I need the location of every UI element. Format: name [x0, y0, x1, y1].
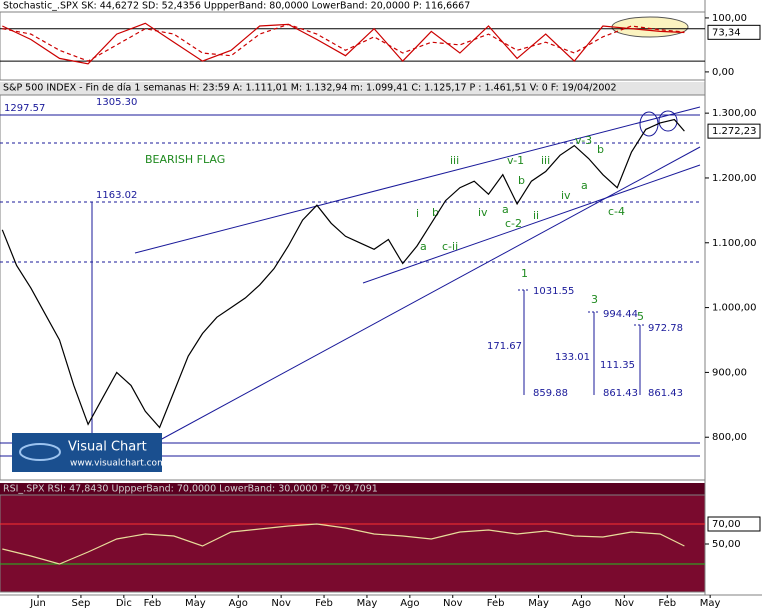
- wave-label: b: [518, 174, 525, 187]
- x-tick-label: Nov: [615, 598, 635, 609]
- x-tick-label: Feb: [315, 598, 333, 609]
- annotation: 1305.30: [96, 97, 137, 108]
- logo: Visual Chart www.visualchart.com: [12, 433, 166, 472]
- series-line: [2, 22, 685, 65]
- series-line: [2, 23, 685, 62]
- annotation: 111.35: [600, 360, 635, 371]
- rsi-panel: [0, 494, 706, 593]
- price-header: S&P 500 INDEX - Fin de día 1 semanas H: …: [3, 83, 617, 94]
- x-tick-label: Jun: [29, 598, 46, 609]
- y-tick-label: 800,00: [712, 432, 747, 443]
- annotations: 1297.57 1305.30 BEARISH FLAG 1163.02 iii…: [4, 97, 683, 399]
- annotation: 171.67: [487, 341, 522, 352]
- wave-label: 3: [591, 293, 598, 306]
- x-tick-label: Dic: [116, 598, 132, 609]
- annotation: 861.43: [603, 388, 638, 399]
- wave-label: a: [502, 203, 509, 216]
- highlight: [611, 16, 689, 38]
- wave-label: iv: [561, 189, 571, 202]
- y-tick-label: 1.100,00: [712, 238, 757, 249]
- wave-label: iii: [450, 154, 459, 167]
- x-tick-label: Ago: [229, 598, 248, 609]
- rsi-header-bar: [0, 483, 705, 495]
- rsi-header: RSI_.SPX RSI: 47,8430 UppperBand: 70,000…: [3, 484, 378, 495]
- annotation: 972.78: [648, 323, 683, 334]
- value-box: [707, 123, 761, 139]
- wave-label: b: [432, 206, 439, 219]
- x-tick-label: Feb: [658, 598, 676, 609]
- wave-label: iii: [541, 154, 550, 167]
- annotation: 1163.02: [96, 190, 137, 201]
- value-box-label: 73,34: [712, 27, 741, 38]
- wave-label: c-4: [608, 205, 625, 218]
- x-tick-label: May: [357, 598, 378, 609]
- trend-line: [134, 106, 701, 254]
- wave-label: ii: [533, 209, 539, 222]
- x-tick-label: May: [185, 598, 206, 609]
- annotation: 861.43: [648, 388, 683, 399]
- value-box: [707, 24, 761, 40]
- logo-title: Visual Chart: [68, 440, 147, 455]
- wave-label: 5: [637, 310, 644, 323]
- value-box-label: 1.272,23: [712, 126, 757, 137]
- wave-label: a: [420, 240, 427, 253]
- value-box: [707, 516, 761, 532]
- y-tick-label: 100,00: [712, 13, 747, 24]
- x-tick-label: May: [700, 598, 721, 609]
- x-tick-label: Feb: [487, 598, 505, 609]
- marker: [658, 110, 678, 132]
- y-tick-label: 900,00: [712, 367, 747, 378]
- x-tick-label: Sep: [72, 598, 91, 609]
- x-tick-label: Ago: [400, 598, 419, 609]
- logo-url: www.visualchart.com: [70, 459, 166, 469]
- y-tick-label: 50,00: [712, 539, 741, 550]
- y-tick-label: 0,00: [712, 67, 734, 78]
- wave-label: 1: [521, 267, 528, 280]
- wave-label: v-1: [507, 154, 524, 167]
- y-tick-label: 1.200,00: [712, 173, 757, 184]
- x-tick-label: Nov: [443, 598, 463, 609]
- wave-label: b: [597, 143, 604, 156]
- x-tick-label: Ago: [572, 598, 591, 609]
- logo-box: [12, 433, 162, 472]
- header-bar: [0, 82, 705, 95]
- series-line: [2, 523, 685, 565]
- y-tick-label: 1.000,00: [712, 303, 757, 314]
- annotation: 1031.55: [533, 286, 574, 297]
- y-tick-label: 1.300,00: [712, 108, 757, 119]
- trend-line: [159, 146, 701, 441]
- annotation: 994.44: [603, 309, 638, 320]
- series-line: [1, 118, 685, 429]
- stoch-panel: [0, 11, 706, 81]
- value-box-label: 70,00: [712, 519, 741, 530]
- annotation: 859.88: [533, 388, 568, 399]
- annotation: BEARISH FLAG: [145, 153, 225, 166]
- logo-icon: [19, 443, 61, 461]
- wave-label: iv: [478, 206, 488, 219]
- wave-label: i: [416, 207, 419, 220]
- x-tick-label: Nov: [271, 598, 291, 609]
- price-panel: [0, 94, 706, 481]
- annotation: 133.01: [555, 352, 590, 363]
- wave-label: a: [581, 179, 588, 192]
- trend-line: [362, 164, 701, 284]
- wave-label: c-ii: [442, 240, 458, 253]
- wave-label: v-3: [575, 134, 592, 147]
- x-tick-label: Feb: [144, 598, 162, 609]
- stoch-header: Stochastic_.SPX SK: 44,6272 SD: 52,4356 …: [3, 1, 470, 12]
- annotation: 1297.57: [4, 103, 45, 114]
- x-tick-label: May: [528, 598, 549, 609]
- wave-label: c-2: [505, 217, 522, 230]
- drawings: [0, 106, 701, 457]
